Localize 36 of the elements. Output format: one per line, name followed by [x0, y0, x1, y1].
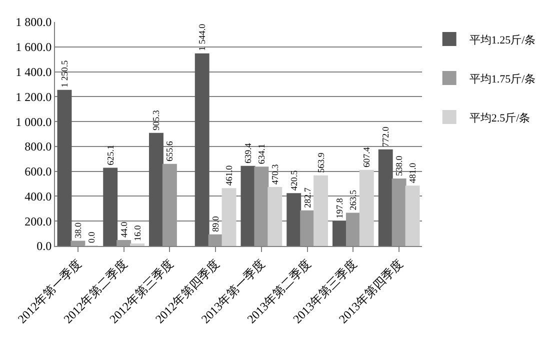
data-label: 481.0 — [408, 162, 418, 184]
data-label: 461.0 — [224, 164, 234, 186]
data-label: 38.0 — [72, 222, 83, 238]
y-tick-label: 400.0 — [24, 189, 52, 204]
legend-label: 平均2.5斤/条 — [469, 111, 530, 124]
data-label: 1 250.5 — [59, 60, 70, 88]
y-tick-label: 800.0 — [24, 140, 52, 154]
data-label: 563.9 — [316, 152, 326, 173]
legend-label: 平均1.25斤/条 — [469, 33, 536, 46]
data-label: 44.0 — [118, 221, 129, 238]
y-tick-label: 1 400.0 — [16, 64, 52, 79]
data-label: 634.1 — [256, 144, 266, 164]
data-label: 16.0 — [132, 224, 142, 242]
data-label: 0.0 — [86, 231, 96, 243]
data-label: 538.0 — [394, 155, 404, 176]
y-tick-label: 200.0 — [24, 214, 52, 228]
data-label: 1 544.0 — [197, 23, 208, 51]
data-label: 470.3 — [270, 164, 280, 184]
data-label: 420.5 — [288, 170, 299, 191]
y-tick-label: 1 200.0 — [16, 90, 52, 104]
data-label: 905.3 — [151, 110, 162, 130]
data-label: 89.0 — [210, 216, 221, 232]
data-label: 282.7 — [302, 187, 312, 208]
y-tick-label: 600.0 — [24, 164, 52, 179]
data-label: 625.1 — [105, 144, 116, 166]
data-label: 263.5 — [348, 189, 358, 210]
y-tick-label: 1 000.0 — [16, 114, 52, 129]
y-tick-label: 0.0 — [36, 239, 52, 254]
data-label: 607.4 — [362, 146, 372, 168]
legend-label: 平均1.75斤/条 — [469, 72, 536, 86]
data-label: 197.8 — [334, 198, 345, 218]
y-tick-label: 1 800.0 — [16, 15, 52, 30]
data-label: 772.0 — [380, 126, 391, 147]
data-label: 639.4 — [242, 142, 253, 164]
data-label: 655.6 — [164, 140, 175, 162]
y-tick-label: 1 600.0 — [16, 40, 52, 54]
